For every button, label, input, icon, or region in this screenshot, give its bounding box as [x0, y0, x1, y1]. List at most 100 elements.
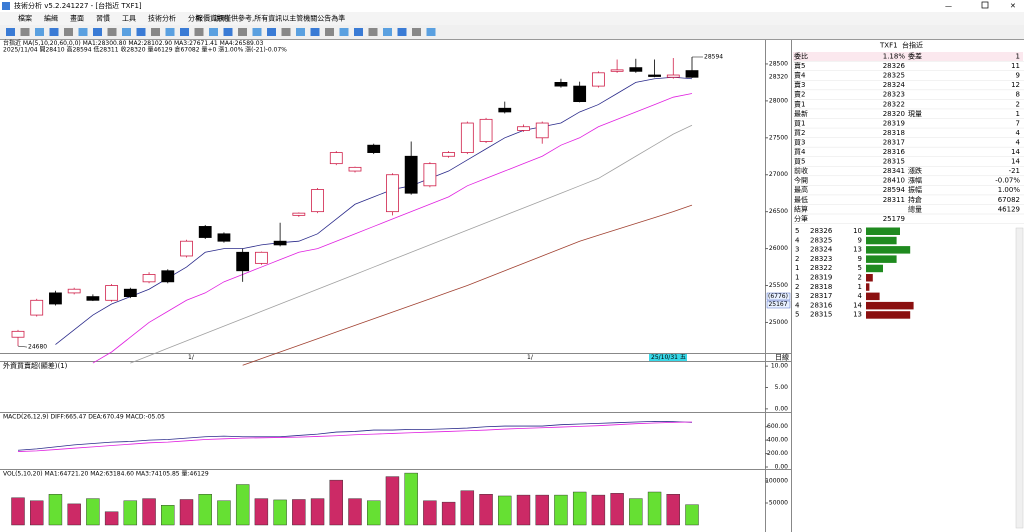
toolbar-button[interactable]: [93, 28, 102, 36]
candle-body: [105, 285, 119, 301]
toolbar-button[interactable]: [35, 28, 44, 36]
toolbar-button[interactable]: [339, 28, 349, 36]
candle-body: [236, 251, 250, 272]
volume-bar: [367, 500, 381, 526]
toolbar-button[interactable]: [310, 28, 320, 36]
foreign-title: 外資買賣超(顯差)(1): [3, 361, 68, 370]
volume-bar: [423, 500, 437, 526]
row-label-2: 持倉: [908, 195, 922, 204]
menu-item[interactable]: 技術分析: [148, 14, 176, 23]
row-value-2: -0.07%: [995, 177, 1020, 185]
volume-bar: [30, 500, 44, 526]
vol-title: VOL(5,10,20) MA1:64721.20 MA2:63184.60 M…: [3, 471, 209, 478]
toolbar-button[interactable]: [368, 28, 378, 36]
volume-bar: [516, 494, 531, 526]
row-label: 賣1: [794, 99, 805, 108]
menu-item[interactable]: 檔案: [18, 14, 32, 23]
menu-item[interactable]: 工具: [122, 15, 136, 23]
row-value: 28594: [883, 186, 906, 194]
row-value: 28324: [883, 81, 906, 89]
volume-bar: [441, 501, 456, 526]
volume-bar: [123, 500, 138, 526]
row-value-2: 67082: [998, 196, 1020, 204]
toolbar-button[interactable]: [136, 28, 146, 36]
row-value-2: 11: [1011, 62, 1020, 70]
toolbar-button[interactable]: [78, 28, 88, 36]
ma-line: [242, 204, 693, 366]
x-label: 1/: [188, 354, 195, 361]
toolbar-button[interactable]: [122, 28, 131, 36]
toolbar-button[interactable]: [238, 28, 247, 36]
toolbar-button[interactable]: [281, 28, 291, 36]
toolbar-button[interactable]: [412, 28, 421, 36]
low-label: 24680: [28, 344, 47, 351]
row-value-2: 7: [1016, 119, 1020, 127]
toolbar-button[interactable]: [165, 28, 175, 36]
candle-body: [311, 189, 324, 213]
menu-item[interactable]: 編緝: [44, 14, 58, 23]
candle-body: [30, 299, 44, 316]
row-label: 賣2: [794, 90, 805, 99]
depth-bar: [866, 246, 911, 254]
depth-price: 28316: [810, 301, 833, 309]
toolbar-button[interactable]: [325, 28, 334, 36]
depth-price: 28325: [810, 236, 832, 244]
close-button[interactable]: ✕: [1010, 2, 1016, 10]
candle-body: [198, 226, 212, 238]
row-value-2: 14: [1011, 158, 1020, 166]
toolbar-button[interactable]: [49, 28, 59, 36]
menu-item[interactable]: 畫面: [70, 14, 84, 23]
depth-level: 1: [795, 264, 799, 272]
volume-bar: [104, 511, 119, 526]
toolbar-button[interactable]: [151, 28, 160, 36]
candle-body: [67, 288, 81, 294]
row-label-2: 漲幅: [908, 176, 922, 185]
row-value: 28317: [883, 138, 905, 146]
maximize-button[interactable]: [981, 1, 989, 9]
depth-size: 13: [853, 246, 862, 254]
volume-bar: [310, 498, 325, 526]
volume-bar: [385, 476, 400, 526]
depth-level: 5: [795, 311, 799, 319]
period-label: 日線: [775, 353, 789, 362]
toolbar-button[interactable]: [252, 28, 262, 36]
volume-bar: [647, 491, 662, 526]
row-value: 28410: [883, 177, 905, 185]
y-tick-label: 25500: [769, 282, 788, 289]
toolbar-button[interactable]: [223, 28, 233, 36]
toolbar-button[interactable]: [397, 28, 407, 36]
toolbar-button[interactable]: [180, 28, 189, 36]
row-value: 28315: [883, 158, 905, 166]
toolbar-button[interactable]: [107, 28, 117, 36]
depth-bar: [866, 264, 883, 273]
row-value: 28323: [883, 91, 905, 99]
candle-body: [123, 288, 137, 298]
toolbar-button[interactable]: [194, 28, 204, 36]
row-value-2: 12: [1011, 81, 1020, 89]
row-value-2: 2: [1016, 100, 1020, 108]
toolbar-button[interactable]: [383, 28, 392, 36]
candle-body: [573, 85, 587, 103]
toolbar-button[interactable]: [426, 28, 436, 36]
toolbar-button[interactable]: [6, 28, 15, 36]
toolbar-button[interactable]: [296, 28, 305, 36]
y-tick-label: 27000: [769, 171, 788, 178]
toolbar-button[interactable]: [20, 28, 30, 36]
row-label: 結算: [794, 204, 808, 213]
toolbar-button[interactable]: [209, 28, 218, 36]
depth-bar: [866, 227, 900, 235]
depth-size: 9: [858, 236, 862, 244]
menu-item[interactable]: 習慣: [96, 14, 110, 23]
candle-body: [217, 233, 231, 242]
toolbar-button[interactable]: [267, 28, 276, 36]
toolbar-button[interactable]: [64, 28, 73, 36]
menu-item[interactable]: 分析: [188, 14, 202, 23]
depth-level: 2: [795, 283, 799, 291]
toolbar-button[interactable]: [354, 28, 363, 36]
minimize-button[interactable]: —: [945, 2, 952, 10]
row-label: 今開: [794, 176, 808, 185]
row-label: 最新: [794, 109, 808, 118]
candle-body: [648, 74, 661, 77]
ma-line: [130, 124, 693, 364]
menu-item[interactable]: 說明: [214, 14, 228, 23]
